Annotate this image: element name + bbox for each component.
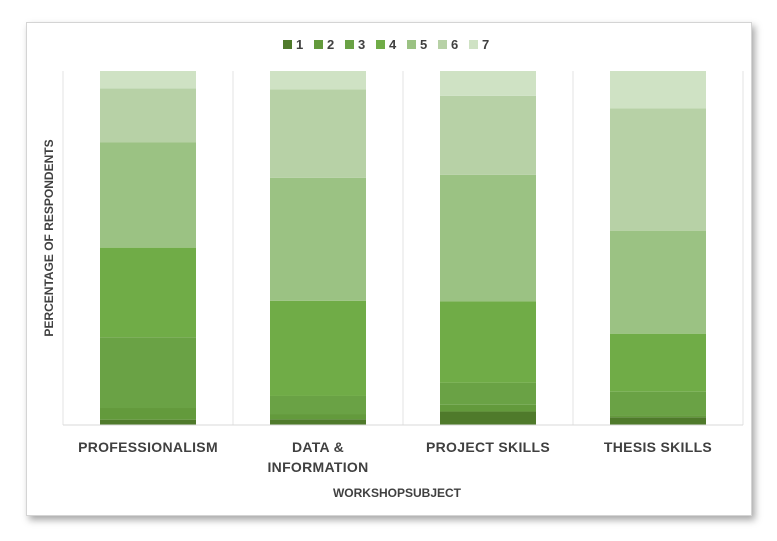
bar-segment xyxy=(270,300,366,396)
bar-segment xyxy=(440,71,536,96)
legend-swatch xyxy=(407,40,416,49)
stacked-bar-chart: PROFESSIONALISM DATA & INFORMATION PROJECT … xyxy=(42,37,744,500)
legend-label: 4 xyxy=(389,37,397,52)
legend: 1 2 3 4 5 6 7 xyxy=(283,37,489,52)
legend-label: 2 xyxy=(327,37,334,52)
bar-segment xyxy=(440,411,536,425)
bar-segment xyxy=(610,415,706,418)
bar-segment xyxy=(610,333,706,392)
x-axis-title: WORKSHOPSUBJECT xyxy=(333,486,462,500)
bar-segment xyxy=(610,230,706,334)
chart-frame: PROFESSIONALISM DATA & INFORMATION PROJECT … xyxy=(26,22,752,516)
bar-segment xyxy=(610,417,706,425)
x-tick-label: THESIS SKILLS xyxy=(604,439,712,455)
legend-label: 3 xyxy=(358,37,365,52)
bar-segment xyxy=(100,88,196,143)
bar-segment xyxy=(440,174,536,302)
bar-segment xyxy=(270,89,366,178)
legend-swatch xyxy=(283,40,292,49)
bar-segment xyxy=(270,414,366,420)
y-axis-title: PERCENTAGE OF RESPONDENTS xyxy=(42,139,56,336)
legend-label: 5 xyxy=(420,37,427,52)
legend-label: 1 xyxy=(296,37,303,52)
category-separators xyxy=(62,71,744,425)
x-tick-label: PROJECT SKILLS xyxy=(426,439,550,455)
bar-segment xyxy=(100,71,196,89)
legend-swatch xyxy=(314,40,323,49)
bar-segment xyxy=(100,142,196,248)
x-tick-label: PROFESSIONALISM xyxy=(78,439,218,455)
bar-segment xyxy=(610,108,706,231)
legend-label: 6 xyxy=(451,37,458,52)
x-tick-label: DATA & INFORMATION xyxy=(267,439,368,475)
bar-segment xyxy=(440,382,536,405)
bar-segment xyxy=(100,419,196,425)
bar-segment xyxy=(440,404,536,412)
x-tick-labels: PROFESSIONALISM DATA & INFORMATION PROJECT … xyxy=(78,439,712,475)
legend-swatch xyxy=(438,40,447,49)
legend-label: 7 xyxy=(482,37,489,52)
bar-segment xyxy=(610,391,706,416)
legend-swatch xyxy=(376,40,385,49)
bar-segment xyxy=(440,301,536,383)
bar-segment xyxy=(440,95,536,175)
legend-swatch xyxy=(469,40,478,49)
bar-segment xyxy=(270,419,366,425)
legend-swatch xyxy=(345,40,354,49)
bar-segment xyxy=(270,177,366,301)
bar-segment xyxy=(100,247,196,338)
bar-segment xyxy=(270,395,366,415)
bar-segment xyxy=(610,71,706,109)
bar-segment xyxy=(100,337,196,409)
bars xyxy=(100,71,706,425)
bar-segment xyxy=(270,71,366,90)
bar-segment xyxy=(100,408,196,420)
